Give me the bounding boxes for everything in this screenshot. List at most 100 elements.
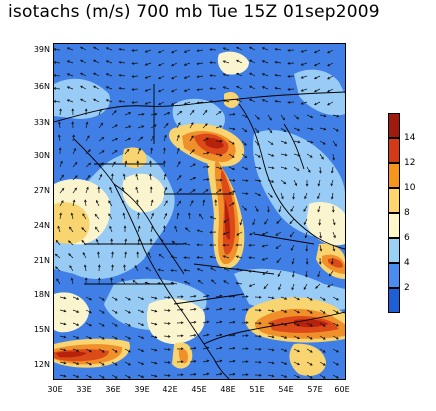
wind-arrow — [301, 62, 308, 66]
wind-arrow-head — [289, 234, 293, 238]
wind-arrow-head — [114, 337, 118, 340]
wind-arrow — [293, 348, 300, 353]
wind-arrow — [306, 166, 311, 173]
wind-arrow — [228, 373, 235, 376]
wind-arrow-head — [74, 161, 78, 165]
wind-arrow-head — [171, 63, 174, 67]
wind-arrow — [314, 49, 321, 54]
wind-arrow-head — [149, 238, 153, 242]
wind-arrow — [137, 239, 140, 246]
wind-arrow-head — [252, 222, 255, 226]
wind-arrow-head — [141, 349, 145, 352]
wind-arrow-head — [74, 175, 78, 178]
wind-arrow — [241, 205, 247, 211]
wind-arrow — [228, 166, 235, 170]
wind-arrow-head — [236, 98, 239, 102]
wind-arrow-head — [289, 221, 293, 225]
wind-arrow — [137, 335, 144, 339]
wind-arrow-head — [63, 296, 67, 300]
wind-arrow — [228, 334, 235, 337]
wind-arrow-head — [206, 151, 210, 155]
wind-arrow — [72, 348, 79, 352]
wind-arrow — [202, 373, 209, 376]
wind-arrow-head — [128, 362, 131, 366]
wind-arrow — [278, 283, 282, 290]
wind-arrow-head — [128, 112, 132, 115]
wind-arrow — [319, 322, 326, 327]
wind-arrow-head — [196, 243, 200, 247]
wind-arrow-head — [149, 160, 152, 164]
wind-arrow-head — [132, 280, 136, 283]
wind-arrow — [150, 322, 157, 325]
wind-arrow-head — [108, 200, 111, 204]
wind-arrow — [150, 148, 153, 155]
wind-arrow — [332, 218, 336, 225]
wind-arrow — [85, 374, 92, 379]
wind-arrow-head — [151, 212, 154, 216]
wind-arrow — [303, 218, 308, 225]
wind-arrow — [163, 174, 166, 181]
wind-arrow-head — [128, 310, 131, 314]
wind-arrow — [110, 278, 113, 285]
wind-arrow-head — [269, 117, 272, 121]
wind-arrow — [98, 309, 105, 314]
wind-arrow-head — [287, 88, 291, 91]
wind-arrow — [290, 231, 295, 237]
wind-arrow — [293, 140, 300, 143]
wind-arrow-head — [183, 76, 187, 79]
wind-arrow-head — [170, 255, 174, 259]
wind-arrow — [262, 244, 269, 247]
wind-arrow — [158, 254, 165, 259]
wind-arrow-head — [167, 335, 171, 338]
wind-arrow — [67, 99, 74, 103]
wind-arrow-head — [261, 60, 265, 63]
wind-arrow-head — [336, 375, 339, 379]
wind-arrow — [59, 161, 63, 168]
lat-label-12n: 12N — [33, 360, 50, 369]
wind-arrow — [184, 75, 191, 79]
wind-arrow-head — [111, 173, 114, 177]
wind-arrow-head — [219, 153, 223, 157]
wind-arrow — [332, 153, 335, 160]
wind-arrow-head — [158, 76, 161, 80]
wind-arrow-head — [269, 195, 273, 198]
wind-arrow-head — [73, 147, 77, 151]
wind-arrow-head — [232, 112, 236, 116]
wind-arrow — [124, 361, 131, 366]
wind-arrow-head — [167, 361, 171, 364]
wind-arrow — [189, 110, 195, 116]
wind-arrow — [241, 179, 248, 182]
wind-arrow-head — [297, 375, 300, 379]
wind-arrow — [209, 62, 217, 64]
wind-arrow — [241, 335, 249, 337]
wind-arrow-head — [303, 222, 307, 226]
wind-arrow — [111, 110, 117, 116]
wind-arrow — [106, 86, 113, 90]
wind-arrow — [189, 295, 196, 298]
wind-arrow-head — [297, 297, 300, 301]
wind-arrow — [176, 213, 179, 220]
wind-arrow-head — [205, 123, 208, 126]
wind-arrow — [314, 75, 321, 80]
wind-arrow — [54, 100, 61, 103]
wind-arrow-head — [183, 268, 187, 272]
wind-arrow-head — [158, 102, 161, 106]
wind-arrow — [134, 265, 139, 272]
wind-arrow — [55, 253, 61, 259]
wind-arrow-head — [180, 347, 184, 351]
wind-arrow — [280, 166, 287, 170]
wind-arrow-head — [261, 244, 265, 248]
wind-arrow — [202, 152, 209, 155]
wind-arrow-head — [232, 179, 236, 182]
wind-arrow-head — [209, 61, 213, 64]
wind-arrow-head — [274, 99, 278, 103]
wind-arrow-head — [193, 333, 197, 337]
wind-arrow — [171, 88, 178, 93]
wind-arrow — [211, 279, 217, 285]
wind-arrow — [223, 60, 230, 64]
wind-arrow — [137, 226, 140, 233]
wind-arrow — [98, 137, 105, 142]
wind-arrow — [59, 213, 62, 220]
wind-arrow-head — [89, 349, 92, 353]
wind-arrow-head — [335, 128, 339, 132]
